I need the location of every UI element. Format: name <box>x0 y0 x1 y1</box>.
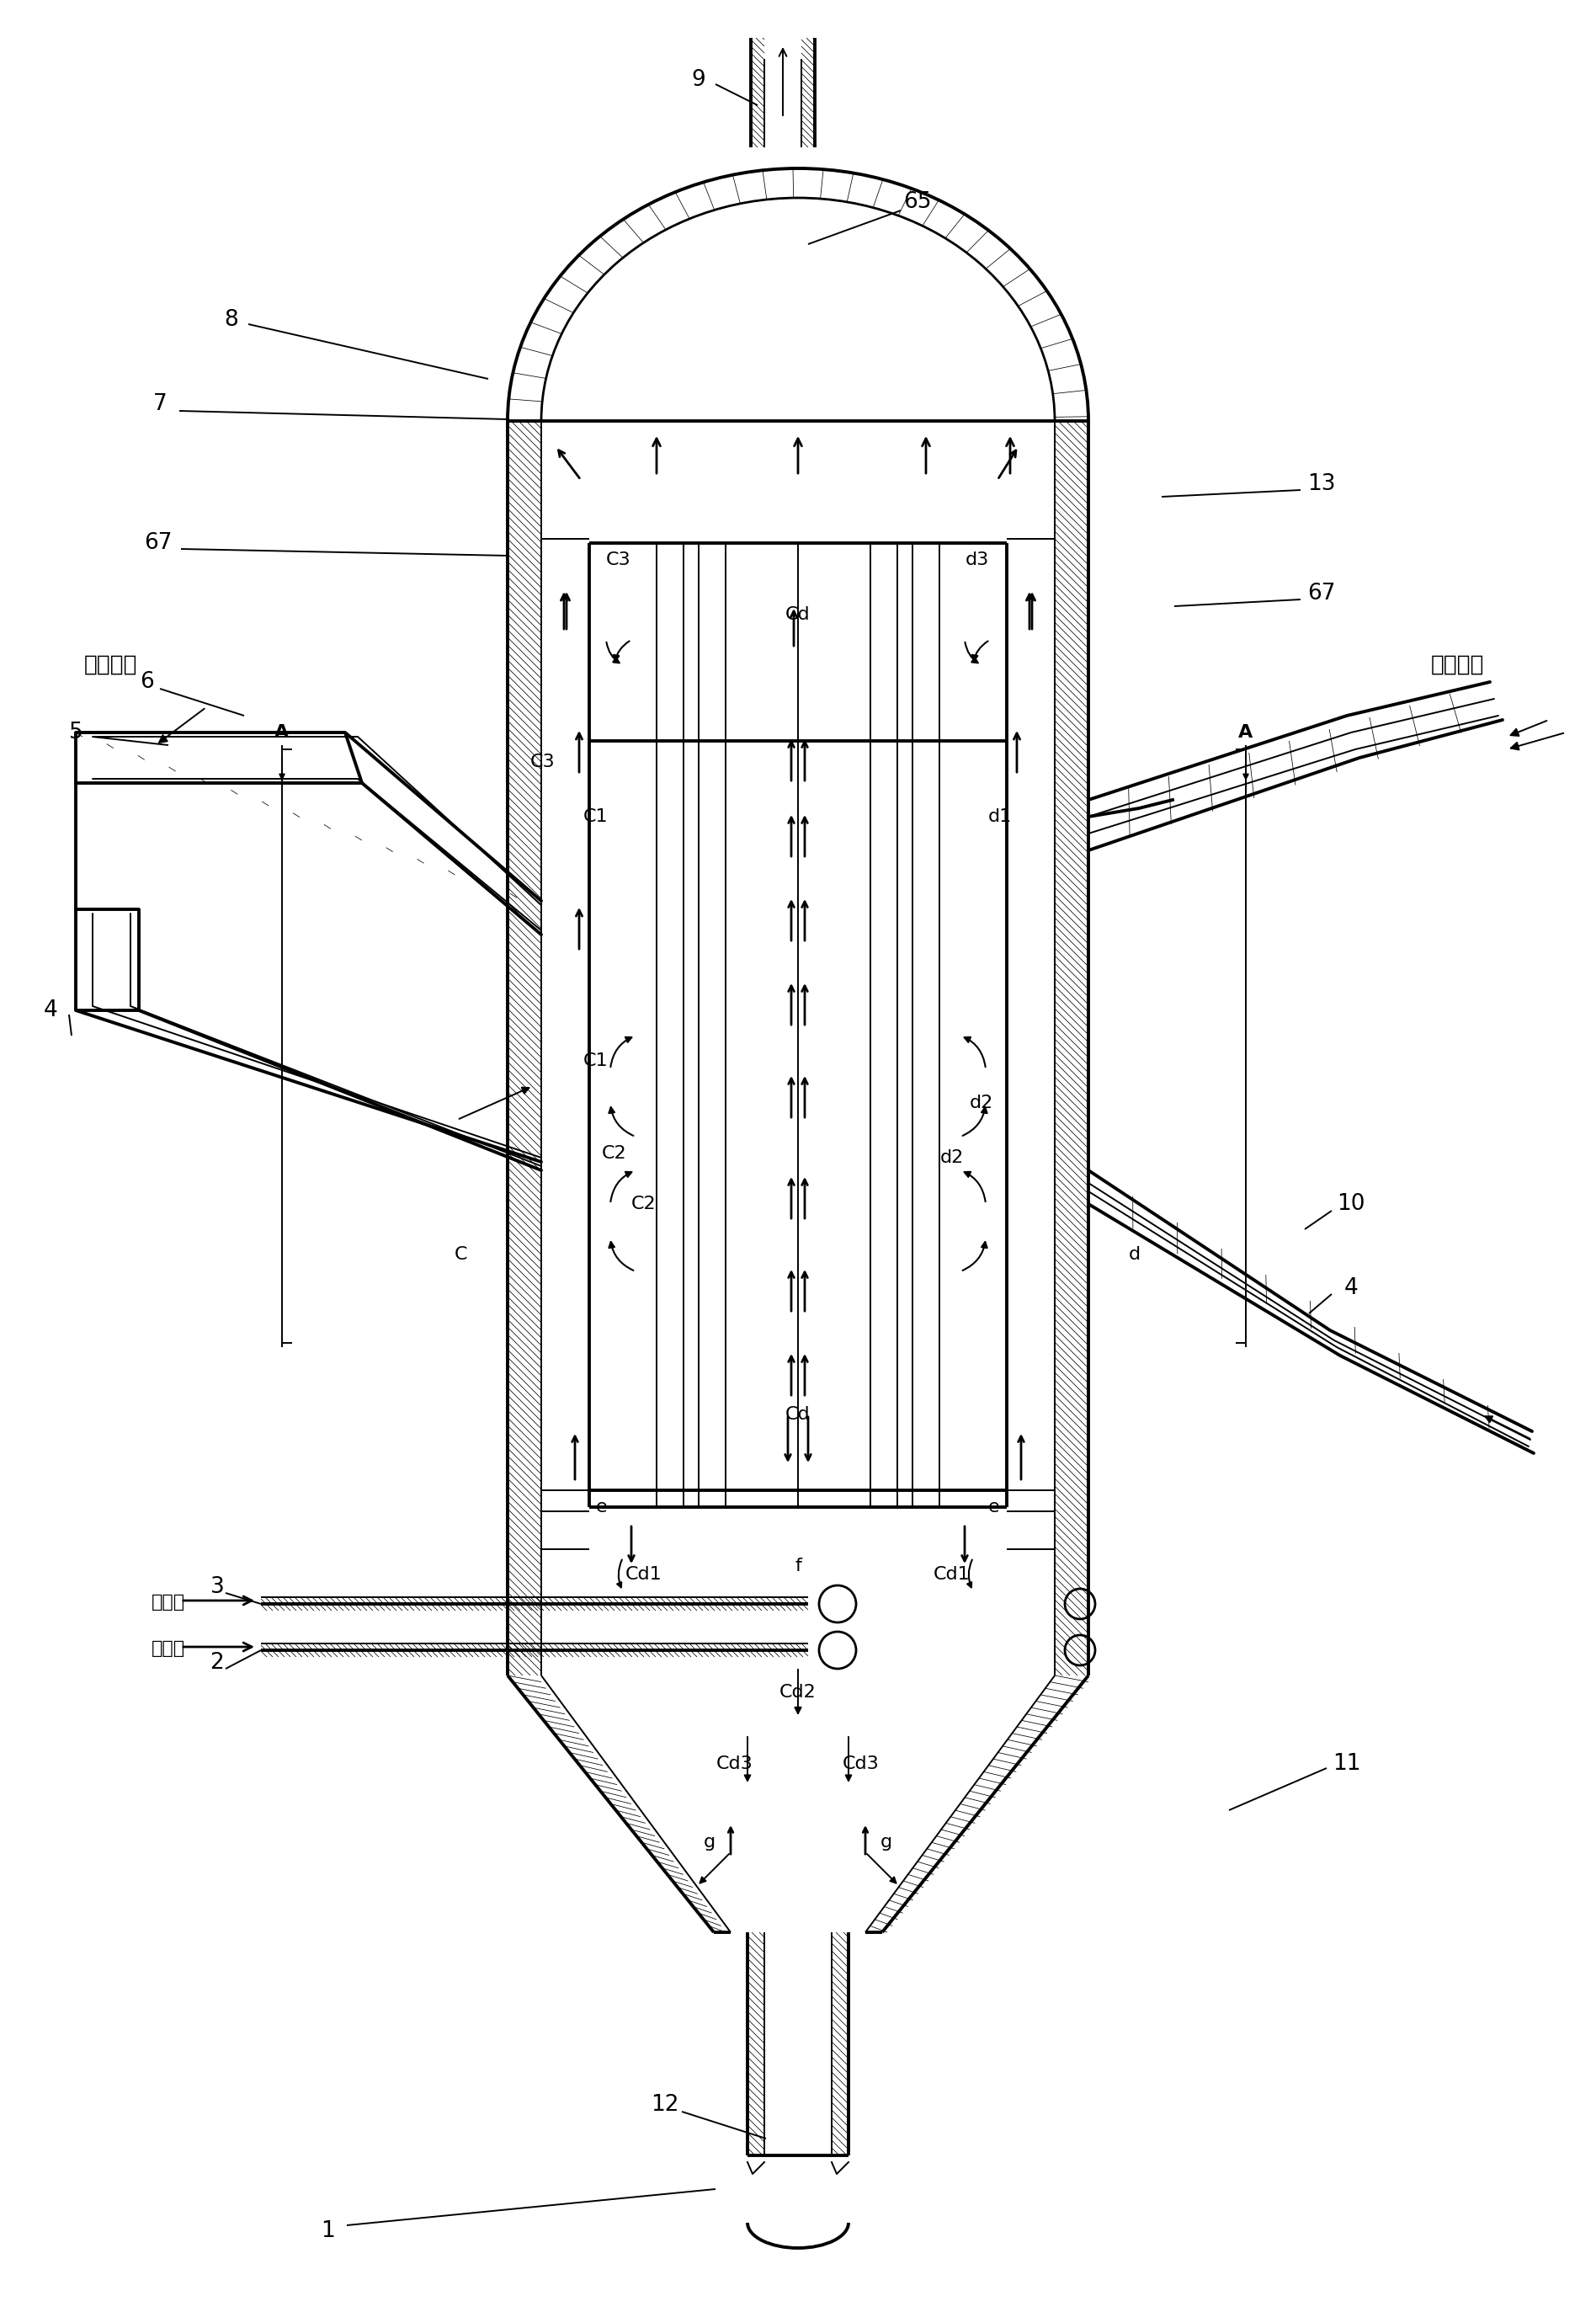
Text: 2: 2 <box>211 1651 223 1674</box>
Circle shape <box>819 1632 855 1669</box>
Text: 4: 4 <box>1344 1276 1358 1299</box>
Text: 65: 65 <box>903 192 932 213</box>
Circle shape <box>819 1586 855 1623</box>
Text: C3: C3 <box>530 754 555 770</box>
Text: 9: 9 <box>691 69 705 90</box>
Text: 5: 5 <box>69 721 83 744</box>
Text: 进化风: 进化风 <box>152 1639 185 1658</box>
Text: 11: 11 <box>1333 1752 1361 1776</box>
Text: A: A <box>275 724 289 740</box>
Text: 67: 67 <box>1307 583 1336 603</box>
Text: C1: C1 <box>584 1052 608 1068</box>
Text: Cd3: Cd3 <box>717 1755 753 1773</box>
Text: d2: d2 <box>940 1149 964 1165</box>
Text: 12: 12 <box>651 2095 680 2115</box>
Text: C1: C1 <box>584 809 608 825</box>
Text: d1: d1 <box>988 809 1012 825</box>
Text: d2: d2 <box>970 1094 993 1112</box>
Text: g: g <box>704 1833 715 1850</box>
Text: e: e <box>988 1498 999 1514</box>
Text: Cd1: Cd1 <box>934 1565 970 1584</box>
Circle shape <box>1065 1635 1095 1665</box>
Text: f: f <box>795 1558 801 1574</box>
Text: 进化风: 进化风 <box>152 1593 185 1611</box>
Text: d: d <box>1128 1246 1141 1262</box>
Text: 8: 8 <box>225 310 238 331</box>
Text: Cd3: Cd3 <box>843 1755 879 1773</box>
Text: 10: 10 <box>1337 1193 1365 1214</box>
Text: 热催化剂: 热催化剂 <box>1432 654 1484 675</box>
Text: 冷催化剂: 冷催化剂 <box>85 654 137 675</box>
Text: g: g <box>881 1833 892 1850</box>
Text: 67: 67 <box>144 532 172 555</box>
Text: e: e <box>597 1498 608 1514</box>
Text: Cd: Cd <box>785 606 811 622</box>
Text: 4: 4 <box>43 999 57 1022</box>
Text: 7: 7 <box>153 393 168 416</box>
Text: Cd1: Cd1 <box>626 1565 662 1584</box>
Text: 1: 1 <box>321 2220 335 2243</box>
Text: 6: 6 <box>140 670 155 694</box>
Text: C2: C2 <box>602 1144 627 1163</box>
Text: Cd2: Cd2 <box>779 1683 817 1702</box>
Text: C2: C2 <box>632 1195 656 1211</box>
Text: A: A <box>1238 724 1253 740</box>
Text: 3: 3 <box>211 1577 223 1598</box>
Text: d3: d3 <box>966 553 990 569</box>
Text: 13: 13 <box>1307 474 1336 495</box>
Text: C: C <box>455 1246 468 1262</box>
Circle shape <box>1065 1588 1095 1618</box>
Text: Cd: Cd <box>785 1406 811 1422</box>
Text: C3: C3 <box>606 553 630 569</box>
